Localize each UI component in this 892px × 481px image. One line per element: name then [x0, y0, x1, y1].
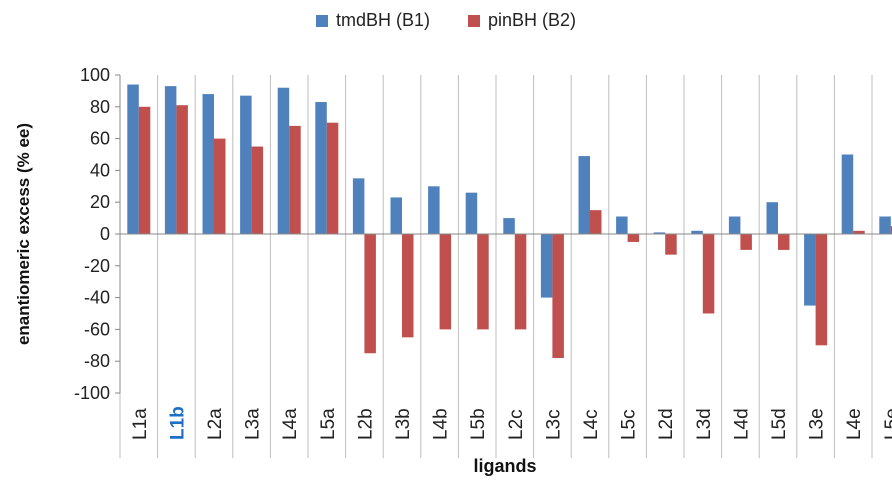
chart-legend: tmdBH (B1) pinBH (B2) — [0, 10, 892, 31]
bar-series-1 — [465, 192, 478, 234]
y-tick-label: -100 — [74, 383, 110, 403]
x-tick-label: L2c — [506, 409, 527, 440]
bar-series-2 — [740, 234, 752, 250]
x-tick-label: L3b — [393, 408, 414, 440]
y-tick-label: 100 — [80, 65, 110, 85]
x-tick-label: L4b — [431, 408, 452, 440]
y-tick-label: 20 — [90, 192, 110, 212]
legend-label-series-2: pinBH (B2) — [488, 10, 577, 30]
bar-series-2 — [552, 234, 564, 359]
bar-series-2 — [590, 210, 602, 234]
bar-series-2 — [289, 125, 301, 234]
x-tick-label: L5c — [619, 409, 640, 440]
y-tick-label: 0 — [100, 224, 110, 244]
x-tick-label: L5e — [882, 408, 892, 440]
bar-series-2 — [627, 234, 640, 242]
bar-series-1 — [202, 94, 214, 234]
bar-series-1 — [616, 216, 628, 234]
legend-label-series-1: tmdBH (B1) — [335, 10, 430, 30]
bar-series-1 — [428, 186, 440, 234]
bar-series-2 — [326, 122, 339, 234]
x-tick-label: L2d — [656, 408, 677, 440]
bar-series-1 — [390, 197, 402, 234]
y-tick-label: 80 — [90, 97, 110, 117]
legend-item-series-1: tmdBH (B1) — [315, 10, 430, 31]
bar-series-1 — [841, 154, 854, 234]
y-tick-label: -60 — [84, 319, 110, 339]
bar-series-1 — [277, 87, 290, 234]
bar-series-2 — [402, 234, 414, 338]
x-axis-title: ligands — [473, 456, 536, 476]
bar-series-1 — [164, 86, 177, 234]
x-tick-label: L3d — [694, 408, 715, 440]
bar-series-1 — [352, 178, 365, 234]
bar-series-2 — [853, 230, 865, 234]
bar-series-2 — [477, 234, 489, 330]
bar-series-1 — [540, 234, 553, 298]
x-tick-label: L3e — [807, 408, 828, 440]
x-tick-label: L1b — [167, 406, 188, 440]
legend-swatch-series-1 — [315, 14, 328, 27]
bar-series-1 — [503, 218, 515, 234]
bar-series-2 — [214, 138, 226, 234]
x-tick-label: L4e — [844, 408, 865, 440]
x-tick-label: L5a — [318, 408, 339, 440]
bar-series-1 — [315, 102, 327, 234]
x-tick-label: L2a — [205, 408, 226, 440]
x-tick-label: L4c — [581, 409, 602, 440]
x-tick-label: L3c — [543, 409, 564, 440]
x-tick-label: L1a — [130, 408, 151, 440]
bar-series-1 — [766, 202, 778, 234]
bar-series-1 — [240, 95, 252, 234]
x-tick-label: L3a — [243, 408, 264, 440]
bar-series-2 — [665, 234, 677, 255]
bar-series-1 — [804, 234, 816, 306]
bar-series-2 — [778, 234, 790, 250]
x-tick-label: L4d — [731, 408, 752, 440]
bar-series-1 — [728, 216, 741, 234]
x-tick-label: L4a — [280, 408, 301, 440]
bar-series-2 — [251, 146, 264, 234]
bar-series-1 — [879, 216, 891, 234]
bar-series-2 — [815, 234, 828, 346]
y-tick-label: 60 — [90, 129, 110, 149]
y-tick-label: -40 — [84, 288, 110, 308]
bar-series-1 — [578, 156, 590, 234]
legend-swatch-series-2 — [468, 14, 480, 27]
x-tick-label: L5d — [769, 408, 790, 440]
legend-item-series-2: pinBH (B2) — [468, 10, 576, 31]
bar-series-2 — [439, 234, 452, 330]
y-tick-label: -20 — [84, 256, 110, 276]
bar-series-2 — [702, 234, 715, 314]
bar-series-2 — [176, 105, 188, 235]
bar-series-2 — [514, 234, 527, 330]
x-tick-label: L2b — [355, 408, 376, 440]
bar-series-2 — [138, 106, 151, 234]
bar-series-1 — [127, 84, 139, 234]
y-tick-label: -80 — [84, 351, 110, 371]
bar-series-2 — [364, 234, 376, 354]
y-tick-label: 40 — [90, 160, 110, 180]
bar-series-2 — [890, 226, 892, 234]
bar-series-1 — [691, 230, 703, 234]
y-axis-title: enantiomeric excess (% ee) — [14, 123, 33, 345]
bar-series-1 — [653, 232, 666, 234]
x-tick-label: L5b — [468, 408, 489, 440]
